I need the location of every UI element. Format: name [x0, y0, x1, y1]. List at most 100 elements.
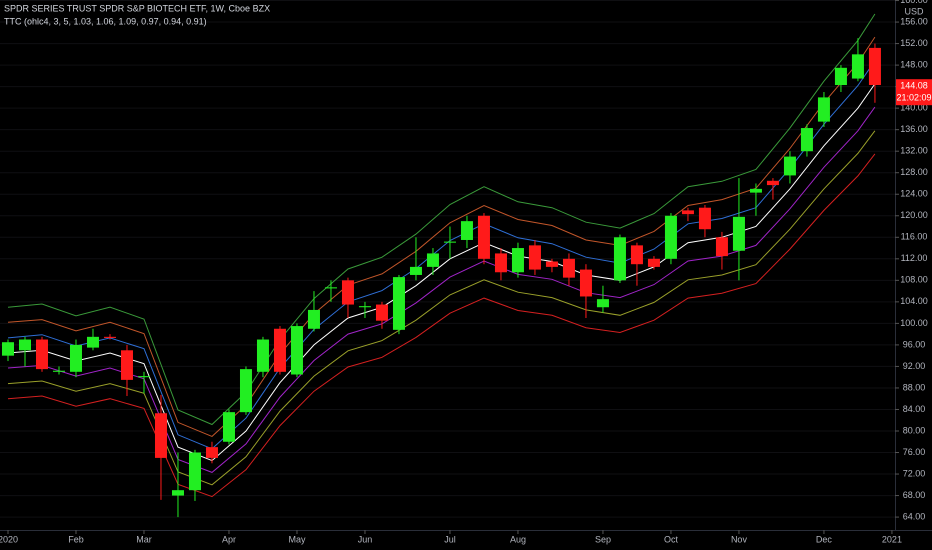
- candle-body: [800, 128, 813, 152]
- candle-body: [341, 280, 354, 305]
- candle-body: [732, 216, 745, 251]
- last-price-label: 144.08: [900, 81, 928, 91]
- candle-body: [205, 447, 218, 458]
- candle-body: [188, 452, 201, 491]
- candle-body: [358, 306, 371, 308]
- y-tick-label: 100.00: [900, 318, 928, 328]
- chart-title: SPDR SERIES TRUST SPDR S&P BIOTECH ETF, …: [4, 3, 270, 13]
- x-tick-label: Mar: [136, 534, 152, 544]
- candle-body: [1, 342, 14, 356]
- candle-body: [494, 253, 507, 273]
- candle-body: [477, 215, 490, 259]
- candle-body: [783, 156, 796, 176]
- last-price-tag: [896, 79, 932, 106]
- candle-body: [664, 215, 677, 259]
- x-tick-label: Feb: [68, 534, 84, 544]
- y-tick-label: 132.00: [900, 146, 928, 156]
- candle-body: [817, 97, 830, 122]
- candle-body: [256, 339, 269, 372]
- y-tick-label: 76.00: [903, 447, 926, 457]
- indicator-label: TTC (ohlc4, 3, 5, 1.03, 1.06, 1.09, 0.97…: [4, 16, 207, 26]
- candle-body: [426, 253, 439, 267]
- x-tick-label: Sep: [595, 534, 611, 544]
- x-tick-label: Dec: [816, 534, 833, 544]
- y-tick-label: 88.00: [903, 382, 926, 392]
- candle-body: [35, 339, 48, 370]
- candle-body: [222, 412, 235, 442]
- x-tick-label: Jun: [358, 534, 373, 544]
- candle-body: [375, 304, 388, 321]
- y-tick-label: 64.00: [903, 511, 926, 521]
- x-tick-label: Nov: [731, 534, 748, 544]
- x-tick-label: 2020: [0, 534, 18, 544]
- candle-body: [613, 237, 626, 281]
- y-tick-label: 92.00: [903, 361, 926, 371]
- y-tick-label: 68.00: [903, 490, 926, 500]
- candle-body: [324, 287, 337, 289]
- y-tick-label: 72.00: [903, 468, 926, 478]
- x-tick-label: May: [288, 534, 306, 544]
- candle-body: [749, 188, 762, 193]
- countdown-label: 21:02:09: [896, 93, 931, 103]
- y-tick-label: 152.00: [900, 38, 928, 48]
- candle-body: [392, 277, 405, 330]
- candle-body: [273, 328, 286, 372]
- y-tick-label: 120.00: [900, 210, 928, 220]
- y-tick-label: 96.00: [903, 339, 926, 349]
- candle-body: [137, 376, 150, 378]
- y-tick-label: 136.00: [900, 124, 928, 134]
- plot: [0, 0, 895, 518]
- y-tick-label: 160.00: [900, 0, 928, 5]
- y-tick-label: 116.00: [901, 232, 928, 242]
- band-line: [7, 36, 876, 437]
- candle-body: [868, 47, 881, 86]
- x-tick-label: Oct: [664, 534, 679, 544]
- currency-label: USD: [904, 6, 924, 16]
- candle-body: [511, 248, 524, 273]
- candle-body: [851, 54, 864, 79]
- y-tick-label: 140.00: [900, 103, 928, 113]
- candle-body: [681, 210, 694, 215]
- y-tick-label: 156.00: [900, 16, 928, 26]
- x-tick-label: Jul: [444, 534, 456, 544]
- candle-body: [18, 339, 31, 351]
- y-tick-label: 84.00: [903, 404, 926, 414]
- candle-body: [103, 336, 116, 338]
- x-tick-label: Apr: [222, 534, 236, 544]
- candle-body: [171, 490, 184, 496]
- candle-body: [647, 258, 660, 267]
- x-tick-label: 2021: [882, 534, 902, 544]
- y-tick-label: 128.00: [900, 167, 928, 177]
- candle-body: [154, 413, 167, 458]
- candle-body: [52, 370, 65, 372]
- candle-body: [120, 350, 133, 380]
- candle-body: [528, 245, 541, 270]
- y-tick-label: 148.00: [900, 59, 928, 69]
- candle-body: [239, 369, 252, 413]
- band-line: [7, 13, 876, 426]
- candle-body: [409, 266, 422, 275]
- candle-body: [630, 245, 643, 265]
- candle-body: [545, 261, 558, 267]
- x-tick-label: Aug: [510, 534, 526, 544]
- candle-body: [766, 180, 779, 186]
- candle-body: [562, 258, 575, 278]
- y-tick-label: 108.00: [900, 275, 928, 285]
- candle-body: [69, 344, 82, 372]
- candle-body: [86, 336, 99, 348]
- candle-body: [596, 299, 609, 308]
- y-tick-label: 124.00: [900, 189, 928, 199]
- y-tick-label: 104.00: [900, 296, 928, 306]
- candle-body: [290, 326, 303, 375]
- candle-body: [698, 207, 711, 230]
- candle-body: [834, 67, 847, 86]
- candle-body: [307, 309, 320, 329]
- y-tick-label: 80.00: [903, 425, 926, 435]
- y-tick-label: 112.00: [901, 253, 928, 263]
- candle-body: [715, 237, 728, 257]
- candle-body: [460, 221, 473, 240]
- candle-body: [579, 269, 592, 297]
